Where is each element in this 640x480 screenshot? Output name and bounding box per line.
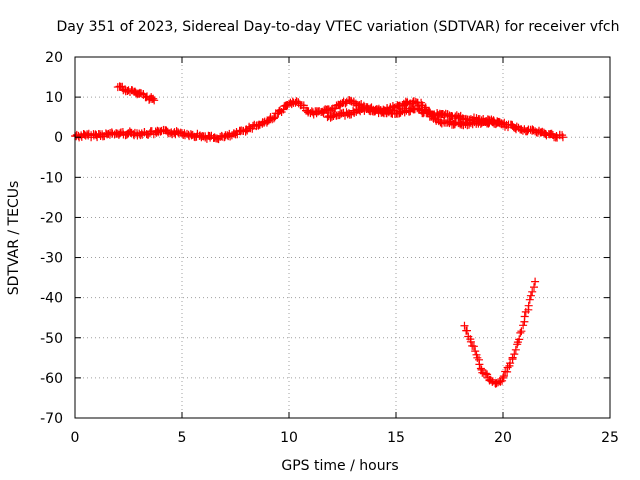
- y-tick-label: 0: [54, 130, 63, 146]
- data-point: [460, 321, 469, 330]
- data-point: [528, 287, 537, 296]
- data-point: [269, 114, 278, 123]
- data-point: [335, 100, 344, 109]
- data-point: [499, 373, 507, 382]
- data-point: [530, 283, 538, 292]
- y-tick-label: -70: [40, 411, 63, 427]
- x-tick-label: 5: [178, 430, 187, 446]
- data-point: [150, 96, 159, 105]
- x-axis-label: GPS time / hours: [281, 458, 398, 474]
- y-tick-label: -50: [40, 331, 63, 347]
- series-early-segment: [113, 82, 159, 105]
- data-point: [483, 370, 492, 379]
- data-point: [264, 116, 273, 125]
- x-tick-label: 25: [601, 430, 619, 446]
- data-point: [149, 94, 158, 103]
- data-point: [428, 110, 437, 119]
- data-point: [511, 345, 520, 354]
- chart-title: Day 351 of 2023, Sidereal Day-to-day VTE…: [56, 19, 619, 35]
- plot-frame: [74, 56, 611, 419]
- data-point: [517, 327, 526, 336]
- x-tick-label: 15: [387, 430, 405, 446]
- y-tick-label: 10: [45, 90, 63, 106]
- data-point: [473, 353, 482, 362]
- data-point: [516, 328, 525, 337]
- data-point: [499, 372, 508, 381]
- axis-ticks: [74, 56, 611, 419]
- y-tick-label: -10: [40, 170, 63, 186]
- data-point: [466, 119, 475, 128]
- data-point: [524, 301, 533, 310]
- data-point: [475, 360, 484, 369]
- data-point: [276, 106, 284, 115]
- series-secondary-band: [323, 103, 507, 130]
- series-late-segment: [460, 277, 540, 388]
- data-point: [409, 97, 418, 106]
- data-point: [469, 342, 478, 351]
- data-point: [478, 368, 487, 377]
- data-point: [503, 363, 512, 372]
- data-points: [71, 82, 567, 388]
- data-point: [531, 277, 540, 286]
- y-tick-label: -20: [40, 210, 63, 226]
- x-tick-label: 0: [71, 430, 80, 446]
- data-point: [519, 321, 528, 330]
- data-point: [279, 105, 288, 114]
- x-tick-label: 20: [494, 430, 512, 446]
- data-point: [463, 326, 471, 335]
- y-tick-label: -30: [40, 251, 63, 267]
- data-point: [558, 133, 567, 142]
- data-point: [499, 120, 507, 129]
- data-point: [525, 295, 534, 304]
- data-point: [452, 111, 461, 120]
- data-point: [345, 96, 354, 105]
- data-point: [466, 337, 475, 346]
- y-tick-label: 20: [45, 50, 63, 66]
- x-tick-labels: 0 5 10 15 20 25: [71, 430, 619, 446]
- data-point: [520, 312, 529, 321]
- y-axis-label: SDTVAR / TECUs: [6, 181, 22, 296]
- data-point: [299, 101, 308, 110]
- x-tick-label: 10: [280, 430, 298, 446]
- data-point: [510, 350, 519, 359]
- data-point: [481, 369, 490, 378]
- series-main-band: [71, 96, 567, 144]
- y-tick-label: -60: [40, 371, 63, 387]
- y-tick-label: -40: [40, 291, 63, 307]
- data-point: [515, 335, 524, 344]
- data-point: [476, 364, 485, 373]
- y-tick-labels: 20 10 0 -10 -20 -30 -40 -50 -60 -70: [40, 50, 63, 427]
- data-point: [400, 108, 409, 117]
- data-point: [508, 353, 517, 362]
- data-point: [526, 291, 535, 300]
- data-point: [471, 347, 480, 356]
